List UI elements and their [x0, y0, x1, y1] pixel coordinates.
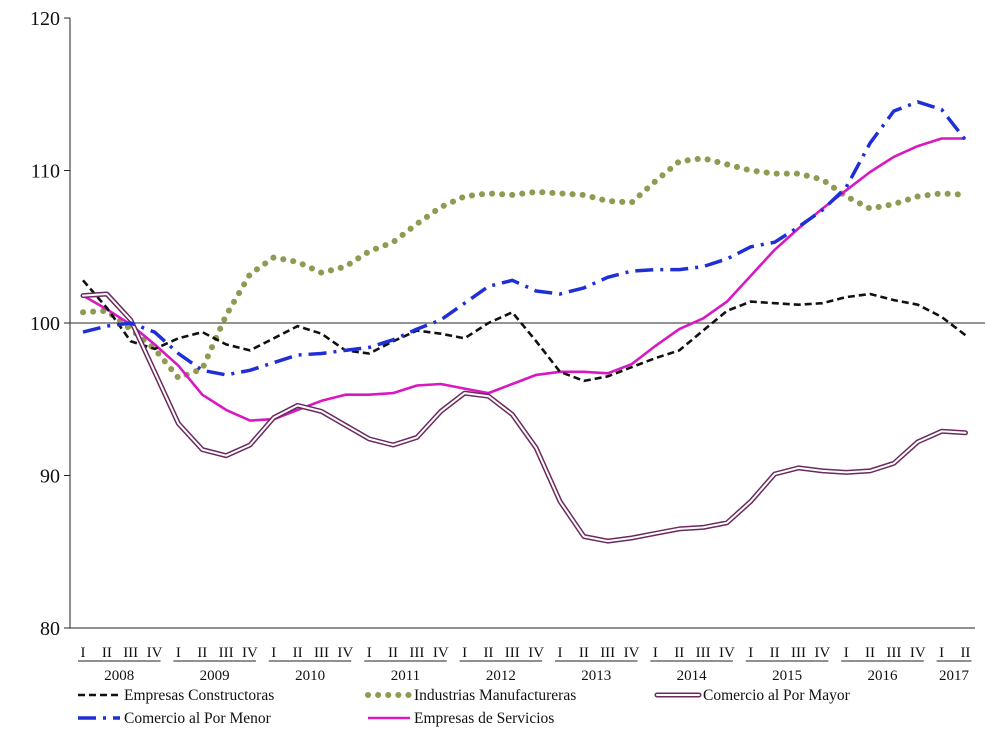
legend-label: Empresas de Servicios — [414, 710, 554, 727]
y-tick-label: 110 — [31, 161, 60, 183]
x-quarter-label: III — [696, 645, 711, 661]
series-line-comercio-al-por-menor — [82, 100, 967, 377]
series-line-comercio-al-por-mayor — [80, 291, 968, 544]
legend-item-empresas-de-servicios: Empresas de Servicios — [368, 710, 554, 727]
x-quarter-label: II — [483, 645, 493, 661]
x-quarter-label: III — [123, 645, 138, 661]
x-quarter-label: IV — [337, 645, 353, 661]
x-quarter-label: IV — [814, 645, 830, 661]
x-year-label: 2010 — [295, 668, 325, 684]
y-tick-label: 100 — [30, 313, 60, 335]
x-quarter-label: III — [314, 645, 329, 661]
x-quarter-label: I — [367, 645, 372, 661]
chart-axes: 80 90 100 110 120 — [30, 8, 985, 640]
chart-series-group — [80, 100, 969, 544]
x-quarter-label: II — [197, 645, 207, 661]
x-quarter-label: II — [865, 645, 875, 661]
x-quarter-label: III — [409, 645, 424, 661]
x-quarter-label: IV — [147, 645, 163, 661]
x-quarter-label: II — [388, 645, 398, 661]
legend-item-comercio-al-por-mayor: Comercio al Por Mayor — [654, 687, 851, 704]
x-year-label: 2013 — [581, 668, 611, 684]
x-quarter-label: I — [939, 645, 944, 661]
x-quarter-label: III — [791, 645, 806, 661]
legend-label: Comercio al Por Menor — [124, 710, 272, 727]
x-year-label: 2015 — [772, 668, 802, 684]
x-quarter-label: II — [579, 645, 589, 661]
y-tick-label: 120 — [30, 8, 60, 30]
x-quarter-label: II — [293, 645, 303, 661]
y-tick-label: 90 — [40, 466, 60, 488]
x-quarter-label: I — [558, 645, 563, 661]
series-line-empresas-constructoras — [82, 279, 967, 383]
x-quarter-label: IV — [910, 645, 926, 661]
x-quarter-label: I — [462, 645, 467, 661]
x-quarter-label: I — [748, 645, 753, 661]
x-quarter-label: III — [219, 645, 234, 661]
x-quarter-label: IV — [528, 645, 544, 661]
legend-label: Comercio al Por Mayor — [703, 687, 851, 704]
x-quarter-label: I — [271, 645, 276, 661]
x-quarter-label: II — [102, 645, 112, 661]
x-year-label: 2016 — [867, 668, 898, 684]
series-line-industrias-manufactureras — [80, 155, 969, 381]
x-quarter-label: II — [770, 645, 780, 661]
x-year-label: 2014 — [677, 668, 708, 684]
x-year-label: 2011 — [391, 668, 420, 684]
y-tick-label: 80 — [40, 618, 60, 640]
x-quarter-label: III — [505, 645, 520, 661]
x-quarter-label: I — [653, 645, 658, 661]
x-quarter-label: IV — [433, 645, 449, 661]
legend-label: Empresas Constructoras — [124, 687, 274, 704]
x-quarter-label: III — [886, 645, 901, 661]
series-line-comercio-al-por-mayor-inner — [82, 293, 967, 543]
x-quarter-label: II — [960, 645, 970, 661]
x-year-label: 2008 — [104, 668, 134, 684]
x-quarter-label: II — [674, 645, 684, 661]
x-year-label: 2017 — [939, 668, 970, 684]
x-quarter-label: I — [81, 645, 86, 661]
x-quarter-label: III — [600, 645, 615, 661]
x-quarter-label: IV — [624, 645, 640, 661]
series-line-empresas-de-servicios — [82, 137, 966, 422]
x-year-label: 2012 — [486, 668, 516, 684]
x-year-label: 2009 — [200, 668, 230, 684]
legend-label: Industrias Manufactureras — [414, 687, 576, 704]
chart-legend: Empresas Constructoras Industrias Manufac… — [78, 687, 851, 727]
x-quarter-label: IV — [242, 645, 258, 661]
legend-item-comercio-al-por-menor: Comercio al Por Menor — [78, 710, 272, 727]
x-quarter-label: I — [844, 645, 849, 661]
x-quarter-label: I — [176, 645, 181, 661]
legend-item-industrias-manufactureras: Industrias Manufactureras — [365, 687, 576, 704]
x-quarter-label: IV — [719, 645, 735, 661]
legend-item-empresas-constructoras: Empresas Constructoras — [78, 687, 274, 704]
